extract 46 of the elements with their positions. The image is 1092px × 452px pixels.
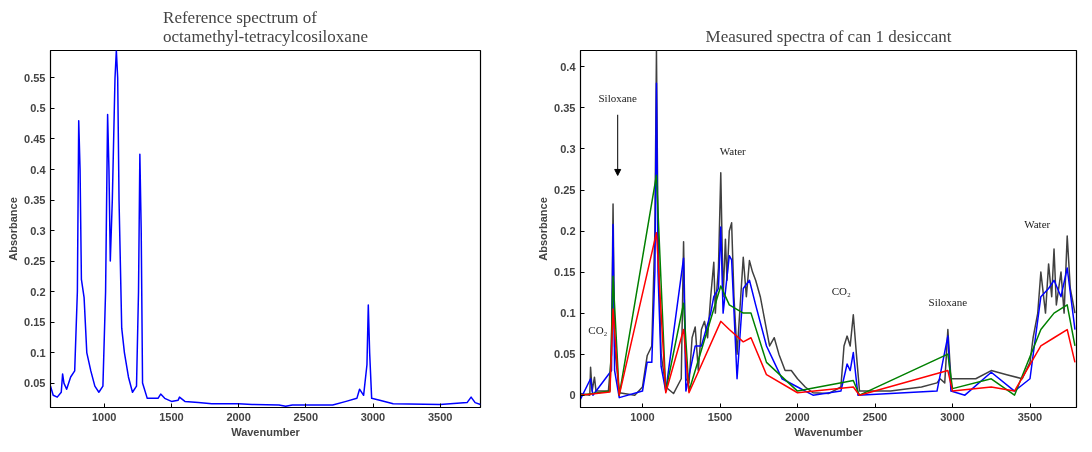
x-tick-label: 3500 xyxy=(427,410,453,423)
y-tick-label: 0.5 xyxy=(30,102,46,115)
y-tick-label: 0 xyxy=(569,389,576,402)
y-tick-label: 0.3 xyxy=(560,142,576,155)
y-tick-label: 0.15 xyxy=(24,316,46,329)
x-tick-label: 2000 xyxy=(226,410,251,423)
y-axis-title: Absorbance xyxy=(7,197,20,261)
y-tick-label: 0.3 xyxy=(30,224,46,237)
annotation: Water xyxy=(719,144,747,157)
x-axis-title: Wavenumber xyxy=(794,425,864,438)
annotation: Water xyxy=(1024,217,1051,230)
y-tick-label: 0.2 xyxy=(560,225,576,238)
x-tick-label: 1500 xyxy=(159,410,184,423)
y-tick-label: 0.05 xyxy=(554,348,576,361)
y-tick-label: 0.05 xyxy=(24,377,46,390)
annotation: Siloxane xyxy=(598,92,638,105)
y-tick-label: 0.35 xyxy=(554,101,576,114)
chart-title: Reference spectrum of octamethyl-tetracylcosiloxane xyxy=(163,7,368,46)
y-tick-label: 0.55 xyxy=(24,71,46,84)
y-tick-label: 0.1 xyxy=(560,307,576,320)
x-tick-label: 2000 xyxy=(785,410,810,423)
y-axis-title: Absorbance xyxy=(537,197,550,261)
annotation: CO₂ xyxy=(831,284,852,297)
x-tick-label: 2500 xyxy=(293,410,319,423)
x-tick-label: 2500 xyxy=(862,410,888,423)
line-series xyxy=(580,231,1076,396)
x-tick-label: 1500 xyxy=(707,410,733,423)
y-tick-label: 0.25 xyxy=(24,255,46,268)
line-series xyxy=(50,50,481,408)
y-tick-label: 0.25 xyxy=(554,184,576,197)
y-tick-label: 0.45 xyxy=(24,132,46,145)
y-tick-label: 0.4 xyxy=(30,163,47,176)
y-tick-label: 0.2 xyxy=(30,285,46,298)
x-tick-label: 3000 xyxy=(360,410,386,423)
y-tick-label: 0.1 xyxy=(30,346,46,359)
x-axis-title: Wavenumber xyxy=(231,425,301,438)
y-tick-label: 0.35 xyxy=(24,194,46,207)
x-tick-label: 3000 xyxy=(940,410,965,423)
y-tick-label: 0.15 xyxy=(554,266,576,279)
chart-title: Measured spectra of can 1 desiccant xyxy=(705,26,952,46)
annotation: CO₂ xyxy=(588,324,608,337)
x-tick-label: 1000 xyxy=(92,410,117,423)
y-tick-label: 0.4 xyxy=(560,60,577,73)
x-tick-label: 3500 xyxy=(1017,410,1043,423)
x-tick-label: 1000 xyxy=(630,410,655,423)
annotation: Siloxane xyxy=(928,295,968,308)
